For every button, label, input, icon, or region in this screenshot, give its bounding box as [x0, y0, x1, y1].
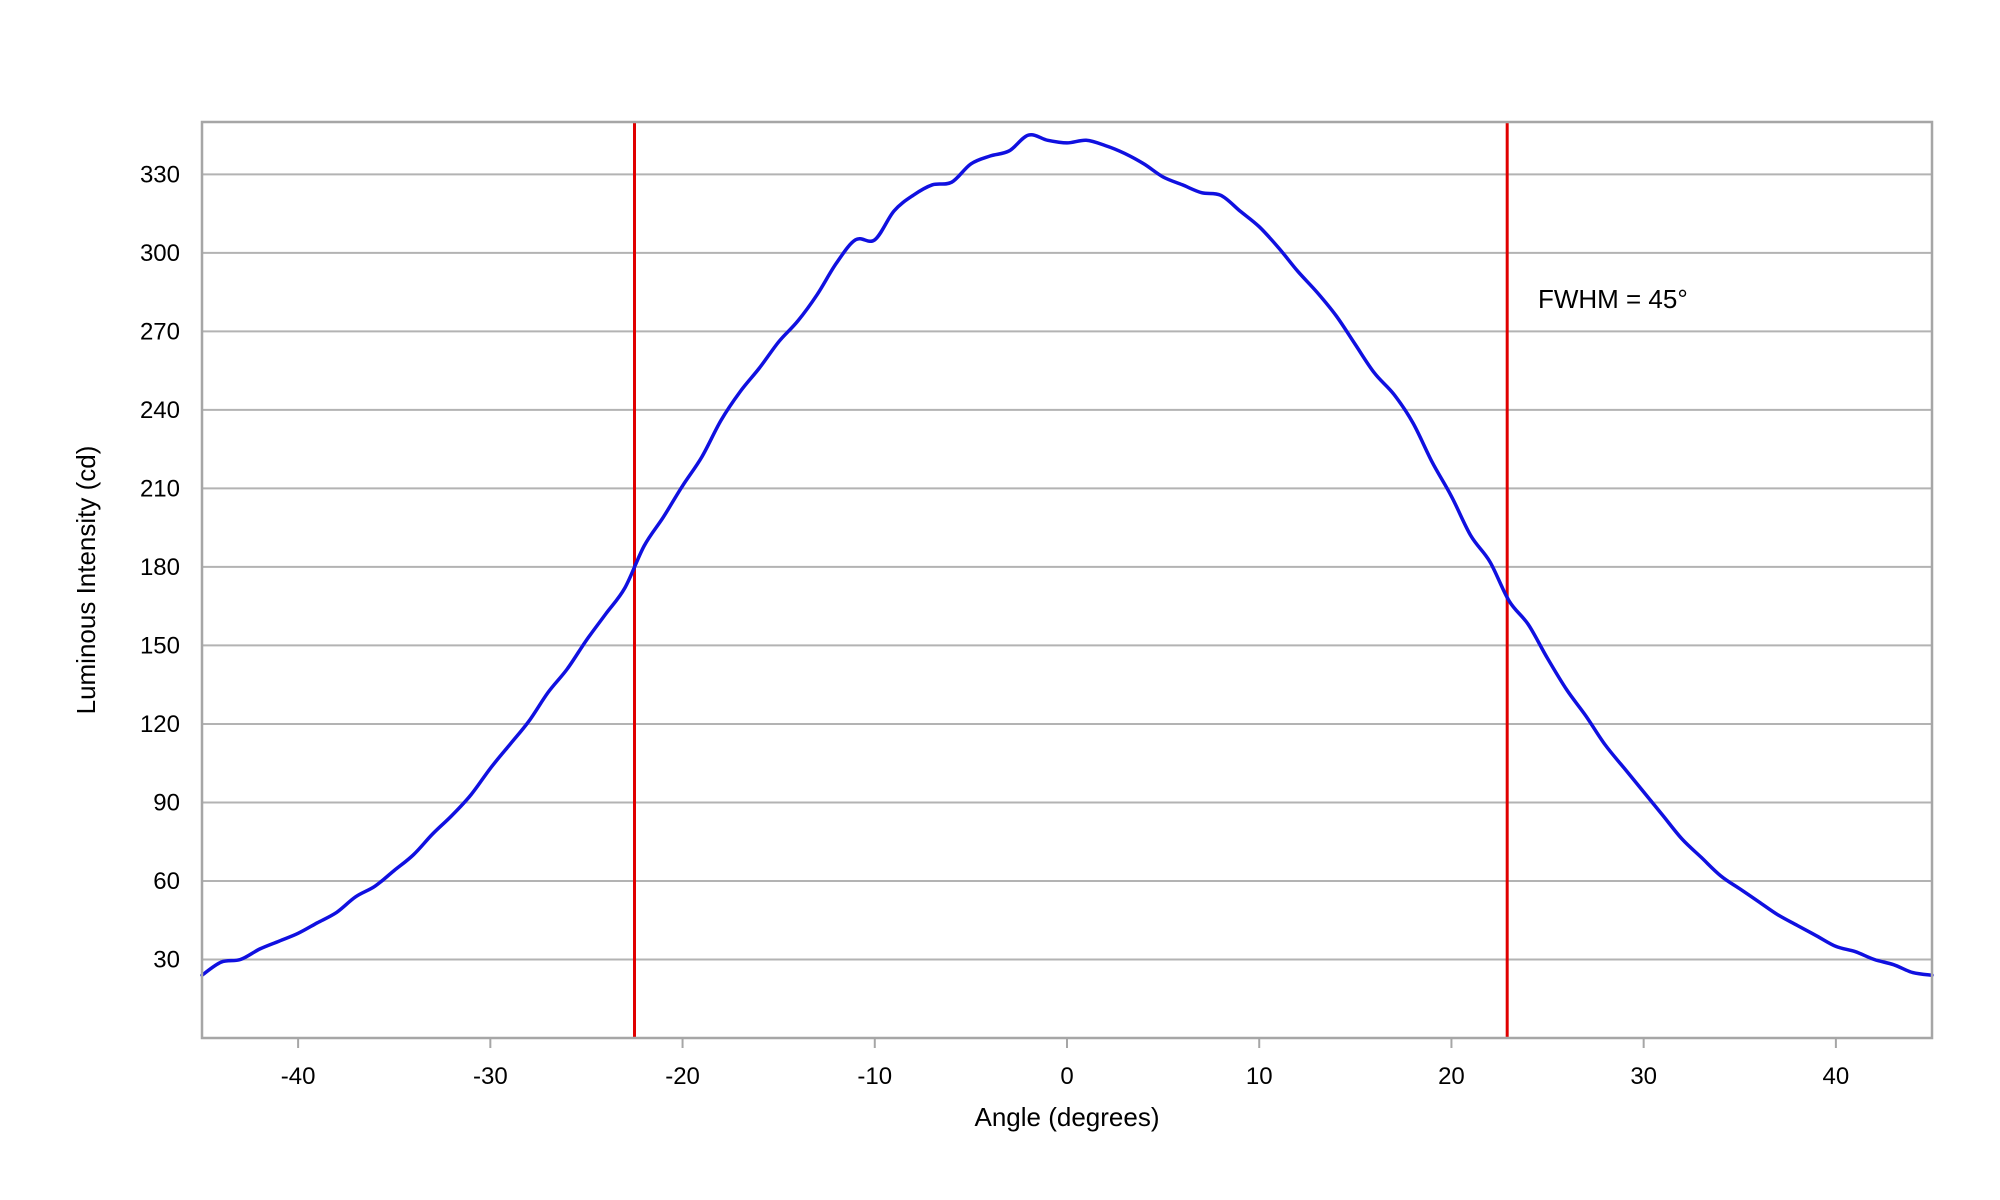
y-tick-label: 150: [140, 632, 180, 659]
x-tick-label: 20: [1438, 1063, 1465, 1090]
fwhm-annotation: FWHM = 45°: [1538, 284, 1688, 314]
plot-frame: [200, 120, 1934, 1040]
y-tick-label: 90: [153, 789, 180, 816]
y-axis-title: Luminous Intensity (cd): [71, 446, 101, 715]
y-tick-label: 330: [140, 161, 180, 188]
fwhm-marker-lines: [633, 122, 1509, 1038]
x-tick-label: -40: [281, 1063, 316, 1090]
y-axis-tick-labels: 30 60 90 120 150 180 210 240 270 300 330: [140, 161, 180, 973]
x-tick-label: 40: [1823, 1063, 1850, 1090]
x-tick-label: 10: [1246, 1063, 1273, 1090]
y-tick-label: 30: [153, 946, 180, 973]
x-tick-label: -10: [857, 1063, 892, 1090]
y-tick-label: 60: [153, 868, 180, 895]
x-tick-label: 0: [1060, 1063, 1073, 1090]
horizontal-gridlines: [202, 173, 1932, 961]
y-tick-label: 270: [140, 318, 180, 345]
y-tick-label: 240: [140, 397, 180, 424]
y-tick-label: 180: [140, 554, 180, 581]
y-tick-label: 120: [140, 711, 180, 738]
y-tick-label: 300: [140, 240, 180, 267]
luminous-intensity-curve: [200, 133, 1934, 977]
x-tick-label: 30: [1630, 1063, 1657, 1090]
x-axis-title: Angle (degrees): [975, 1102, 1160, 1132]
x-axis-tick-labels: -40 -30 -20 -10 0 10 20 30 40: [281, 1038, 1849, 1090]
y-tick-label: 210: [140, 475, 180, 502]
x-tick-label: -30: [473, 1063, 508, 1090]
x-tick-label: -20: [665, 1063, 700, 1090]
